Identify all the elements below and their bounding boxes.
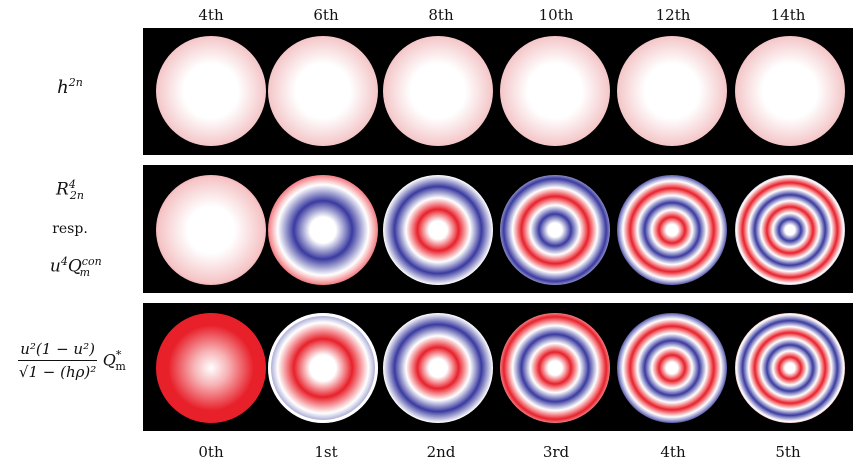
col-label-top-2: 6th (313, 6, 339, 24)
disk-row3-col5 (617, 313, 727, 423)
disk-row3-col1 (156, 313, 266, 423)
row-label-u4Qcon: u4Qconm (0, 255, 140, 279)
row3-fraction: u²(1 − u²) √1 − (hρ)² (18, 340, 97, 381)
disk-row2-col2 (268, 175, 378, 285)
disk-row2-col5 (617, 175, 727, 285)
col-label-bottom-6: 5th (775, 443, 801, 461)
disk-row2-col6 (735, 175, 845, 285)
disk-row3-col4 (500, 313, 610, 423)
col-label-top-6: 14th (770, 6, 806, 24)
row3-Q: Q (102, 350, 116, 370)
disk-row1-col6 (735, 36, 845, 146)
col-label-bottom-5: 4th (660, 443, 686, 461)
disk-row3-col2 (268, 313, 378, 423)
row2-R-sup: 4 (68, 178, 76, 191)
disk-row1-col5 (617, 36, 727, 146)
col-label-bottom-3: 2nd (426, 443, 456, 461)
col-label-bottom-1: 0th (198, 443, 224, 461)
col-label-top-1: 4th (198, 6, 224, 24)
disk-row1-col3 (383, 36, 493, 146)
disk-row3-col3 (383, 313, 493, 423)
disk-row1-col2 (268, 36, 378, 146)
disk-row2-col3 (383, 175, 493, 285)
col-label-top-4: 10th (538, 6, 574, 24)
row-label-h2n: h2n (0, 76, 140, 98)
disk-row2-col1 (156, 175, 266, 285)
row2-Q-sup: con (81, 255, 102, 268)
row1-sup: 2n (68, 76, 83, 89)
row2-R: R (56, 179, 69, 200)
row2-R-sub: 2n (69, 189, 84, 203)
row2-Q-sub: m (79, 266, 91, 280)
row3-Q-sub: m (115, 360, 126, 374)
row-label-q-star: u²(1 − u²) √1 − (hρ)² Q*m (2, 340, 142, 381)
row3-Q-sup: * (115, 348, 122, 362)
col-label-bottom-4: 3rd (542, 443, 570, 461)
row2-Q: Q (67, 256, 82, 277)
disk-row1-col1 (156, 36, 266, 146)
row3-den: √1 − (hρ)² (18, 363, 97, 381)
row2-u-sup: 4 (60, 255, 68, 268)
disk-row3-col6 (735, 313, 845, 423)
col-label-top-5: 12th (655, 6, 691, 24)
row3-num: u²(1 − u²) (18, 340, 97, 361)
disk-row1-col4 (500, 36, 610, 146)
row1-main: h (57, 77, 69, 98)
col-label-top-3: 8th (428, 6, 454, 24)
row-label-R2n4: R42n (0, 178, 140, 202)
disk-row2-col4 (500, 175, 610, 285)
row2-u: u (49, 256, 61, 277)
row2-resp: resp. (52, 221, 88, 237)
row-label-resp: resp. (0, 217, 140, 238)
col-label-bottom-2: 1st (314, 443, 338, 461)
